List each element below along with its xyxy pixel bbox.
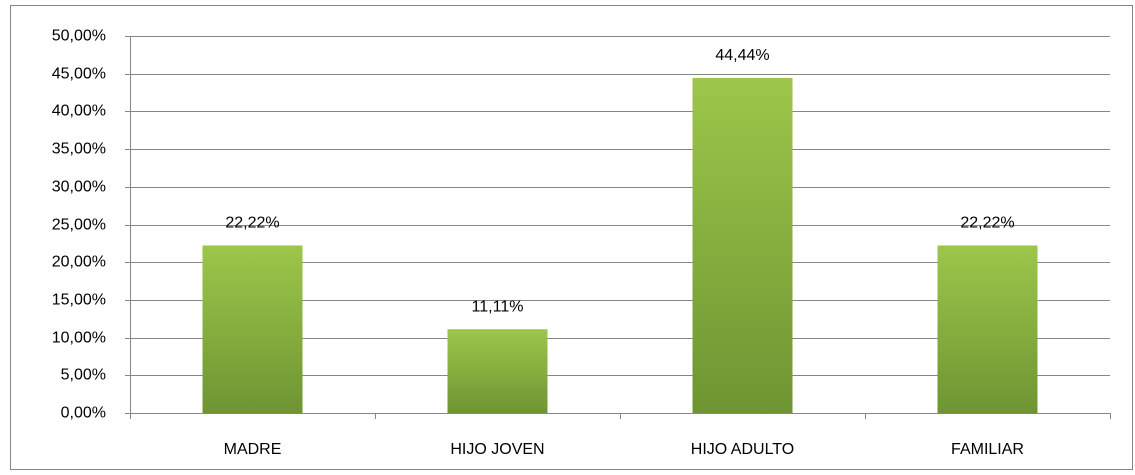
y-tick-label: 20,00%	[52, 254, 106, 271]
value-label: 44,44%	[715, 47, 769, 64]
y-tick-label: 15,00%	[52, 292, 106, 309]
y-tick-label: 5,00%	[61, 367, 106, 384]
y-tick-label: 50,00%	[52, 28, 106, 45]
value-label: 22,22%	[225, 215, 279, 232]
y-tick-label: 45,00%	[52, 66, 106, 83]
value-label: 22,22%	[960, 215, 1014, 232]
y-tick-label: 25,00%	[52, 217, 106, 234]
bar	[937, 245, 1038, 413]
value-label: 11,11%	[472, 298, 524, 315]
y-tick-label: 35,00%	[52, 141, 106, 158]
x-tick-label: MADRE	[224, 441, 282, 458]
x-tick-label: HIJO JOVEN	[450, 441, 544, 458]
bar	[447, 329, 548, 413]
y-tick-label: 40,00%	[52, 103, 106, 120]
y-tick-label: 10,00%	[52, 330, 106, 347]
y-tick-label: 30,00%	[52, 179, 106, 196]
bar	[692, 77, 793, 414]
bar	[202, 245, 303, 413]
y-tick-label: 0,00%	[61, 405, 106, 422]
x-tick-label: HIJO ADULTO	[691, 441, 794, 458]
x-tick-label: FAMILIAR	[951, 441, 1024, 458]
